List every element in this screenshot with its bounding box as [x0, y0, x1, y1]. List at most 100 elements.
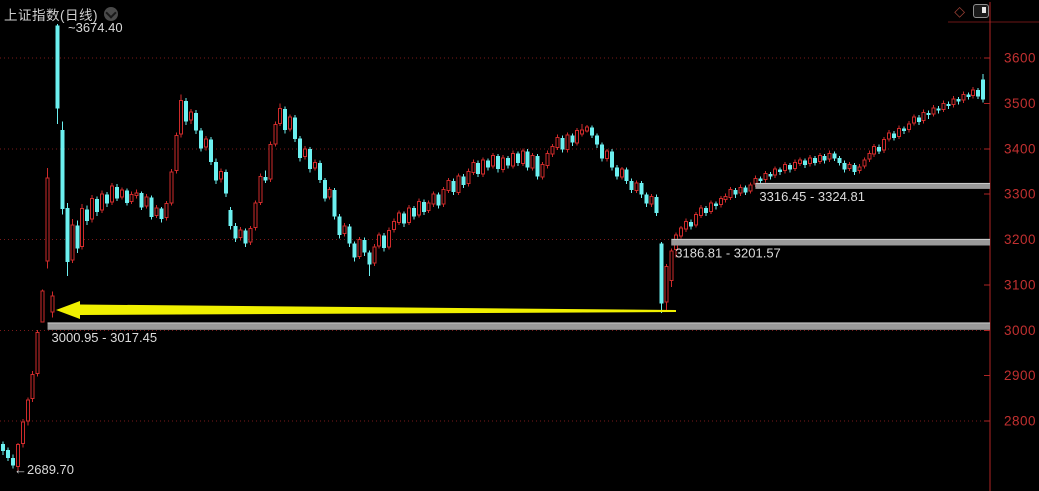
- candle-up: [931, 107, 936, 115]
- candle-up: [520, 150, 525, 164]
- candle-up: [882, 139, 887, 151]
- candle-down: [812, 158, 817, 163]
- candle-up: [961, 93, 966, 101]
- candle-up: [807, 157, 812, 165]
- gridlines: [0, 57, 988, 422]
- candle-up: [545, 152, 550, 167]
- candle-up: [218, 171, 223, 180]
- candle-up: [604, 150, 609, 160]
- candle-up: [550, 146, 555, 155]
- candle-up: [679, 227, 684, 237]
- candle-up: [763, 173, 768, 181]
- candle-up: [728, 189, 733, 198]
- diamond-icon[interactable]: ◇: [954, 3, 965, 19]
- candle-up: [847, 164, 852, 169]
- y-axis-label: 3000: [1004, 323, 1036, 338]
- candle-down: [223, 171, 228, 194]
- candle-up: [238, 229, 243, 238]
- candle-down: [60, 130, 65, 210]
- candle-up: [416, 200, 421, 216]
- candle-down: [515, 153, 520, 163]
- chevron-down-icon[interactable]: [104, 6, 118, 21]
- candle-up: [189, 111, 194, 121]
- candle-up: [90, 198, 95, 220]
- candle-down: [946, 103, 951, 107]
- candle-down: [194, 112, 199, 131]
- candle-up: [154, 207, 159, 216]
- candle-down: [332, 190, 337, 217]
- candle-up: [941, 102, 946, 110]
- candle-up: [392, 220, 397, 230]
- panel-icon[interactable]: [973, 4, 989, 18]
- candle-down: [956, 99, 961, 102]
- candle-down: [65, 208, 70, 262]
- candle-down: [199, 130, 203, 149]
- candle-down: [124, 190, 129, 203]
- candle-down: [233, 225, 238, 239]
- candle-down: [703, 208, 708, 213]
- candle-down: [936, 108, 941, 111]
- candle-up: [15, 444, 20, 467]
- candle-down: [560, 137, 565, 150]
- candle-up: [580, 129, 585, 135]
- candle-down: [451, 180, 456, 192]
- candle-up: [793, 161, 797, 169]
- candle-down: [10, 457, 15, 466]
- candle-up: [619, 168, 624, 178]
- candle-up: [540, 164, 545, 178]
- candle-up: [748, 184, 753, 192]
- candle-up: [555, 136, 560, 148]
- candle-up: [669, 250, 674, 281]
- candle-up: [491, 155, 496, 167]
- candle-down: [624, 169, 629, 182]
- candle-up: [446, 180, 451, 191]
- candle-up: [169, 171, 174, 204]
- chart-title: 上证指数(日线): [4, 8, 98, 23]
- yellow-arrow-layer: [56, 301, 676, 319]
- candle-up: [253, 202, 258, 229]
- candle-up: [471, 161, 476, 173]
- candle-up: [129, 194, 134, 202]
- candle-down: [337, 216, 342, 236]
- gap-zone-bar: [755, 182, 990, 189]
- candle-up: [510, 152, 515, 167]
- candle-down: [892, 133, 896, 138]
- candle-down: [599, 144, 604, 159]
- candle-up: [827, 152, 832, 160]
- candle-down: [317, 162, 322, 181]
- candle-up: [372, 246, 377, 264]
- candle-down: [184, 101, 189, 122]
- candle-up: [872, 146, 877, 155]
- candle-up: [906, 123, 911, 131]
- candle-up: [312, 161, 317, 169]
- y-axis-label: 2900: [1004, 368, 1036, 383]
- candle-down: [689, 221, 694, 227]
- candle-up: [575, 130, 580, 144]
- low-annotation: ←2689.70: [14, 462, 74, 477]
- candle-up: [45, 177, 50, 262]
- candle-up: [773, 168, 778, 176]
- candle-up: [342, 225, 347, 235]
- candle-down: [322, 180, 327, 199]
- candle-up: [119, 189, 124, 198]
- candle-down: [768, 174, 773, 177]
- candle-up: [466, 171, 471, 185]
- candle-up: [862, 159, 867, 167]
- candle-down: [104, 194, 109, 204]
- candle-down: [639, 183, 644, 195]
- candle-up: [20, 421, 25, 445]
- candle-up: [179, 100, 184, 135]
- candle-up: [565, 134, 570, 151]
- candle-up: [698, 207, 703, 217]
- gap-zone-bar: [671, 238, 990, 246]
- candle-up: [387, 229, 392, 248]
- candle-down: [228, 210, 233, 226]
- candle-down: [436, 194, 441, 206]
- candle-down: [421, 201, 426, 212]
- candle-up: [144, 196, 149, 207]
- candle-down: [852, 165, 857, 173]
- candle-down: [139, 193, 144, 208]
- gap-zone-label: 3000.95 - 3017.45: [52, 330, 158, 345]
- chart-header: 上证指数(日线): [4, 4, 118, 24]
